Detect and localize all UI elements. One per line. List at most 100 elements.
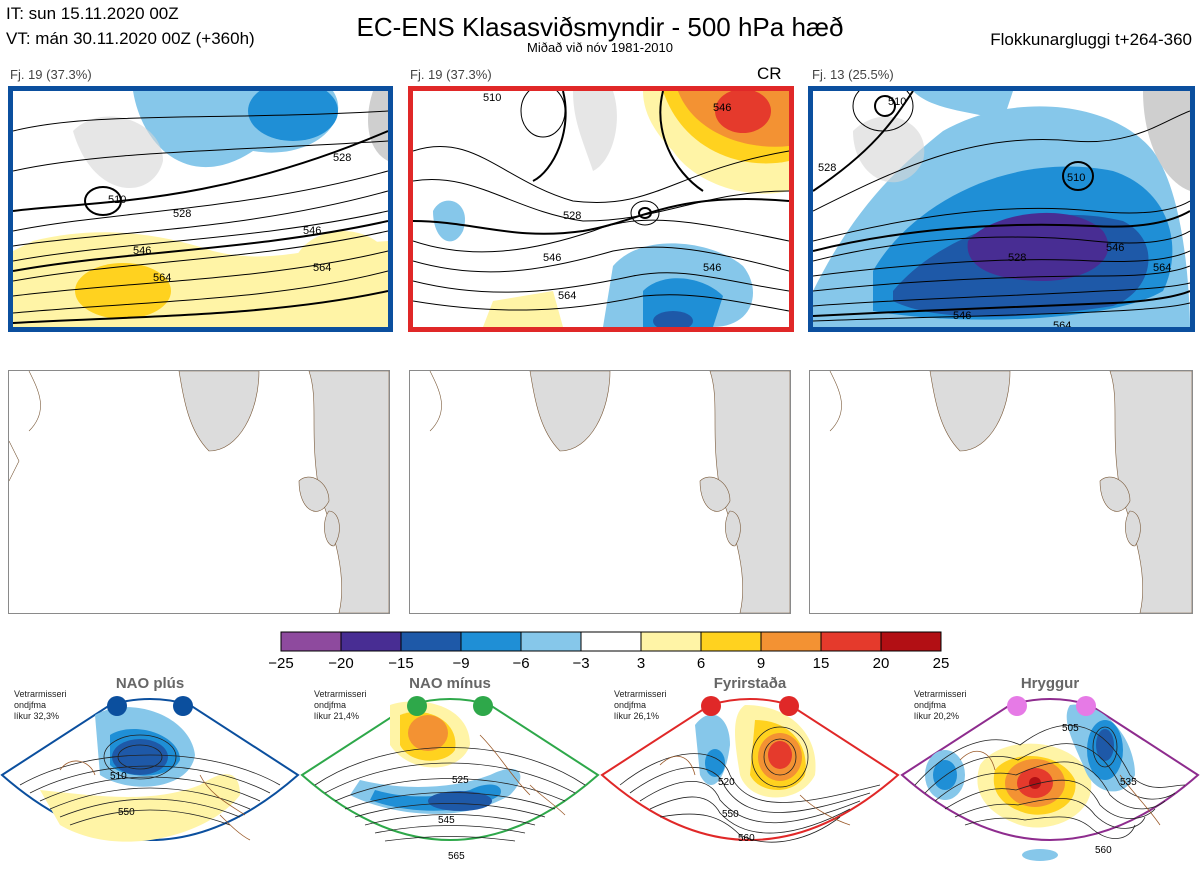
- regime-dot: [1007, 696, 1027, 716]
- empty-map-1: [8, 370, 390, 614]
- empty-map-3: [809, 370, 1193, 614]
- regime-info-line: ondjfma: [314, 700, 347, 710]
- regime-info-line: líkur 20,2%: [914, 711, 960, 721]
- colorbar-tick-label: −15: [388, 655, 414, 672]
- colorbar-swatch: [400, 631, 462, 652]
- colorbar-tick-label: −3: [572, 655, 590, 672]
- colorbar-swatch: [700, 631, 762, 652]
- colorbar-swatch: [460, 631, 522, 652]
- contour-label: 560: [738, 833, 755, 844]
- contour-label: 535: [1120, 777, 1137, 788]
- cluster-3-label: Fj. 13 (25.5%): [812, 67, 894, 82]
- contour-label: 546: [543, 252, 561, 264]
- colorbar-tick-label: −20: [328, 655, 354, 672]
- contour-label: 564: [1153, 262, 1171, 274]
- contour-label: 510: [483, 92, 501, 104]
- regime-info: Vetrarmisseri ondjfma líkur 20,2%: [914, 689, 967, 722]
- cluster-map-2-field: 528 546 564 546 546 510: [413, 91, 789, 327]
- regime-dot: [407, 696, 427, 716]
- contour-label: 528: [818, 162, 836, 174]
- contour-label: 550: [722, 809, 739, 820]
- contour-label: 510: [888, 96, 906, 108]
- colorbar-tick-label: −25: [268, 655, 294, 672]
- contour-label: 510: [108, 194, 126, 206]
- regime-info-line: Vetrarmisseri: [614, 689, 667, 699]
- colorbar-swatch: [820, 631, 882, 652]
- colorbar-tick-label: 15: [812, 655, 830, 672]
- regime-title: Hryggur: [1020, 675, 1080, 692]
- regime-dot: [701, 696, 721, 716]
- regime-info-line: líkur 32,3%: [14, 711, 60, 721]
- cluster-2-label: Fj. 19 (37.3%): [410, 67, 492, 82]
- colorbar-swatch: [760, 631, 822, 652]
- colorbar-tick-label: 6: [696, 655, 706, 672]
- contour-label: 550: [118, 807, 135, 818]
- contour-label: 564: [1053, 320, 1071, 327]
- regime-title: NAO plús: [115, 675, 185, 692]
- contour-label: 546: [1106, 242, 1124, 254]
- regime-info-line: líkur 26,1%: [614, 711, 660, 721]
- colorbar-tick-label: 25: [932, 655, 950, 672]
- classification-window: Flokkunargluggi t+264-360: [990, 30, 1192, 49]
- contour-label: 546: [713, 102, 731, 114]
- contour-label: 545: [438, 815, 455, 826]
- regime-title: Fyrirstaða: [713, 675, 787, 692]
- cluster-map-1: 510 528 546 564 528 546 564: [8, 86, 393, 332]
- page-title: EC-ENS Klasasviðsmyndir - 500 hPa hæð: [356, 12, 844, 42]
- contour-label: 564: [558, 290, 576, 302]
- contour-label: 528: [173, 208, 191, 220]
- colorbar-tick-label: 9: [756, 655, 766, 672]
- cluster-1-label: Fj. 19 (37.3%): [10, 67, 92, 82]
- colorbar-swatch: [280, 631, 342, 652]
- contour-label: 528: [563, 210, 581, 222]
- colorbar-swatch: [640, 631, 702, 652]
- contour-label: 525: [452, 775, 469, 786]
- regime-dot: [779, 696, 799, 716]
- regime-dot: [473, 696, 493, 716]
- regime-info-line: Vetrarmisseri: [14, 689, 67, 699]
- contour-label: 546: [133, 245, 151, 257]
- contour-label: 505: [1062, 723, 1079, 734]
- contour-label: 528: [333, 152, 351, 164]
- contour-label: 528: [1008, 252, 1026, 264]
- colorbar-swatch: [340, 631, 402, 652]
- contour-label: 546: [303, 225, 321, 237]
- regime-dot: [173, 696, 193, 716]
- contour-label: 546: [703, 262, 721, 274]
- regime-info-line: Vetrarmisseri: [914, 689, 967, 699]
- contour-label: 520: [718, 777, 735, 788]
- colorbar-tick-label: 20: [872, 655, 890, 672]
- contour-label: 546: [953, 310, 971, 322]
- cluster-map-3-field: 510 528 546 564 528 546 564 510: [813, 91, 1190, 327]
- regime-title: NAO mínus: [409, 675, 491, 692]
- regime-dot: [107, 696, 127, 716]
- regime-info-line: líkur 21,4%: [314, 711, 360, 721]
- regime-info: Vetrarmisseri ondjfma líkur 26,1%: [614, 689, 667, 722]
- regime-nao-plus: 510 550 NAO plús Vetrarmisseri ondjfma l…: [0, 675, 300, 871]
- cluster-map-1-field: 510 528 546 564 528 546 564: [13, 91, 388, 327]
- regime-info-line: ondjfma: [614, 700, 647, 710]
- initial-time: IT: sun 15.11.2020 00Z: [6, 4, 179, 23]
- anomaly-colorbar: [280, 631, 942, 652]
- contour-label: 564: [313, 262, 331, 274]
- empty-map-2: [409, 370, 791, 614]
- colorbar-swatch: [880, 631, 942, 652]
- cluster-2-tag: CR: [757, 64, 782, 83]
- colorbar-swatch: [580, 631, 642, 652]
- contour-label: 560: [1095, 845, 1112, 856]
- page-subtitle: Miðað við nóv 1981-2010: [527, 40, 673, 55]
- valid-time: VT: mán 30.11.2020 00Z (+360h): [6, 29, 255, 48]
- cluster-map-2: 528 546 564 546 546 510: [408, 86, 794, 332]
- colorbar-tick-label: 3: [636, 655, 646, 672]
- regime-ridge: 505 535 560 Hryggur Vetrarmisseri ondjfm…: [900, 675, 1200, 871]
- regime-info: Vetrarmisseri ondjfma líkur 32,3%: [14, 689, 67, 722]
- regime-info-line: Vetrarmisseri: [314, 689, 367, 699]
- regime-info-line: ondjfma: [914, 700, 947, 710]
- colorbar-swatch: [520, 631, 582, 652]
- regime-dot: [1076, 696, 1096, 716]
- regime-nao-minus: 525 545 565 NAO mínus Vetrarmisseri ondj…: [300, 675, 600, 871]
- contour-label: 565: [448, 851, 465, 862]
- contour-label: 564: [153, 272, 171, 284]
- colorbar-tick-label: −6: [512, 655, 530, 672]
- regime-info-line: ondjfma: [14, 700, 47, 710]
